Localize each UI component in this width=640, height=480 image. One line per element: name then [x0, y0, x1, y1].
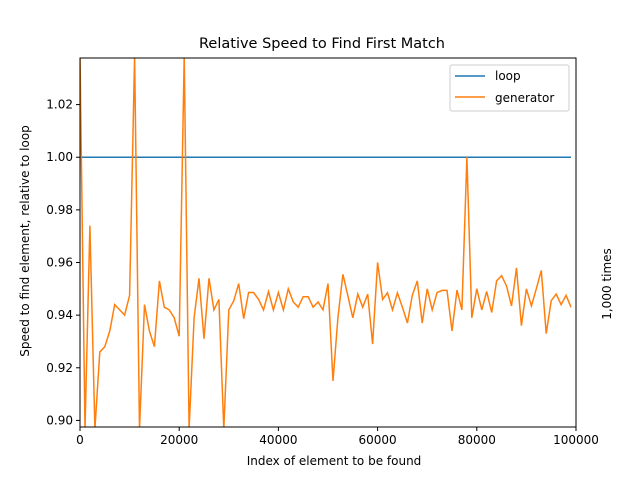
x-axis-label: Index of element to be found	[247, 454, 422, 468]
chart-title: Relative Speed to Find First Match	[199, 36, 445, 52]
x-tick-label: 20000	[160, 433, 198, 447]
x-axis: 0 20000 40000 60000 80000 100000	[76, 427, 599, 447]
y-axis: 0.90 0.92 0.94 0.96 0.98 1.00 1.02	[46, 98, 80, 427]
y-tick-label: 0.90	[46, 413, 73, 427]
series-layer	[80, 58, 572, 427]
x-tick-label: 100000	[553, 433, 599, 447]
right-label: 1,000 times	[600, 248, 614, 320]
y-tick-label: 1.02	[46, 98, 73, 112]
x-tick-label: 0	[76, 433, 84, 447]
x-tick-label: 40000	[259, 433, 297, 447]
x-tick-label: 80000	[458, 433, 496, 447]
x-tick-label: 60000	[359, 433, 397, 447]
legend: loop generator	[449, 64, 570, 112]
legend-label-loop: loop	[495, 69, 521, 83]
y-tick-label: 0.96	[46, 256, 73, 270]
plot-frame	[79, 57, 577, 428]
legend-label-generator: generator	[495, 91, 554, 105]
series-line-generator	[80, 58, 572, 427]
y-tick-label: 0.98	[46, 203, 73, 217]
y-tick-label: 0.92	[46, 361, 73, 375]
y-tick-label: 0.94	[46, 308, 73, 322]
y-axis-label: Speed to find element, relative to loop	[18, 125, 32, 357]
y-tick-label: 1.00	[46, 150, 73, 164]
